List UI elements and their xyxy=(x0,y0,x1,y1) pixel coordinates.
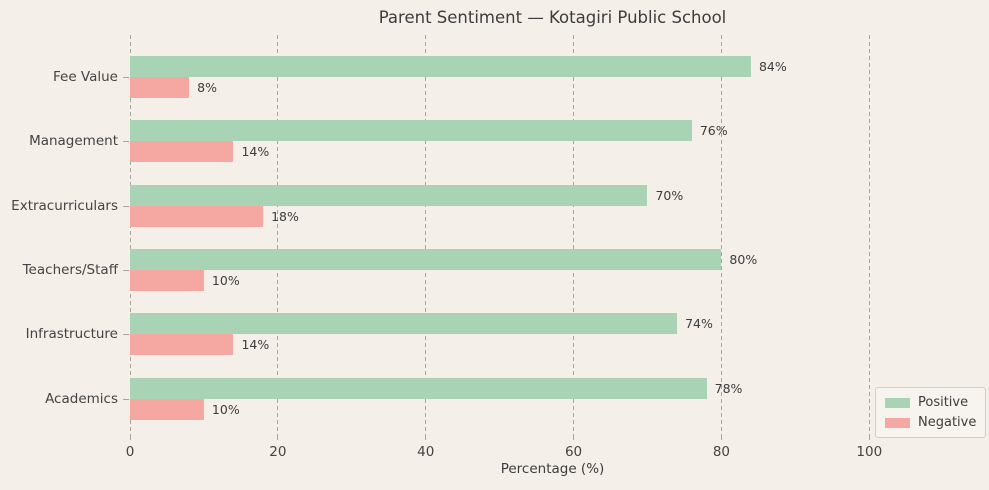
y-tick-mark-2 xyxy=(123,205,129,207)
legend-entry-positive: Positive xyxy=(885,395,976,410)
value-label-positive-1: 76% xyxy=(699,123,728,139)
y-tick-label-5: Academics xyxy=(45,390,118,407)
x-tick-mark-80 xyxy=(720,435,722,440)
bar-negative-4 xyxy=(130,334,234,356)
x-tick-label-0: 0 xyxy=(125,444,135,460)
value-label-positive-5: 78% xyxy=(714,380,743,396)
bar-negative-2 xyxy=(130,205,264,227)
value-label-negative-5: 10% xyxy=(211,401,240,417)
y-tick-label-2: Extracurriculars xyxy=(11,197,118,214)
y-tick-mark-5 xyxy=(123,398,129,400)
gridline-80 xyxy=(720,35,722,435)
value-label-positive-4: 74% xyxy=(685,316,713,332)
bar-positive-5 xyxy=(130,377,707,399)
bar-positive-3 xyxy=(130,248,722,270)
x-tick-mark-20 xyxy=(277,435,279,440)
gridline-40 xyxy=(425,35,427,435)
y-tick-mark-4 xyxy=(123,334,129,336)
value-label-positive-3: 80% xyxy=(729,251,758,267)
y-tick-label-0: Fee Value xyxy=(52,69,118,85)
legend-entry-negative: Negative xyxy=(885,415,976,430)
value-label-positive-2: 70% xyxy=(655,187,684,203)
bar-positive-2 xyxy=(130,184,648,206)
y-tick-mark-3 xyxy=(123,269,129,271)
x-tick-label-80: 80 xyxy=(712,444,731,460)
x-tick-mark-0 xyxy=(129,435,131,440)
legend-label-positive: Positive xyxy=(918,395,969,410)
y-tick-label-3: Teachers/Staff xyxy=(22,261,118,278)
bar-negative-0 xyxy=(130,77,190,98)
legend: Positive Negative xyxy=(875,387,987,438)
legend-swatch-positive xyxy=(885,397,910,408)
legend-label-negative: Negative xyxy=(918,415,977,430)
value-label-positive-0: 84% xyxy=(758,59,787,74)
plot-area: 0 20 40 60 80 100 Fee Value 84% 8% Management 76% 1… xyxy=(11,35,975,460)
bar-positive-4 xyxy=(130,313,678,335)
value-label-negative-4: 14% xyxy=(241,337,270,353)
gridline-60 xyxy=(573,35,575,435)
x-tick-label-40: 40 xyxy=(417,444,435,460)
y-tick-label-4: Infrastructure xyxy=(25,326,118,343)
bar-positive-0 xyxy=(130,56,751,77)
value-label-negative-3: 10% xyxy=(211,272,240,288)
bar-negative-3 xyxy=(130,269,204,291)
x-tick-label-20: 20 xyxy=(269,444,287,460)
y-tick-mark-0 xyxy=(123,77,129,78)
bar-negative-5 xyxy=(130,398,204,420)
x-tick-mark-40 xyxy=(425,435,427,440)
gridline-100 xyxy=(868,35,870,435)
chart-title: Parent Sentiment — Kotagiri Public Schoo… xyxy=(378,8,727,27)
x-tick-label-60: 60 xyxy=(564,444,583,460)
value-label-negative-1: 14% xyxy=(241,144,270,160)
x-tick-label-100: 100 xyxy=(856,444,883,460)
x-axis-label: Percentage (%) xyxy=(500,461,605,477)
x-tick-mark-60 xyxy=(573,435,575,440)
bar-positive-1 xyxy=(130,120,692,142)
gridline-20 xyxy=(277,35,279,435)
value-label-negative-0: 8% xyxy=(197,80,217,95)
x-tick-mark-100 xyxy=(868,435,870,440)
bar-negative-1 xyxy=(130,141,234,163)
gridline-0 xyxy=(129,35,131,435)
value-label-negative-2: 18% xyxy=(271,208,299,224)
y-tick-mark-1 xyxy=(123,141,129,143)
legend-swatch-negative xyxy=(885,417,910,428)
y-tick-label-1: Management xyxy=(29,133,118,150)
